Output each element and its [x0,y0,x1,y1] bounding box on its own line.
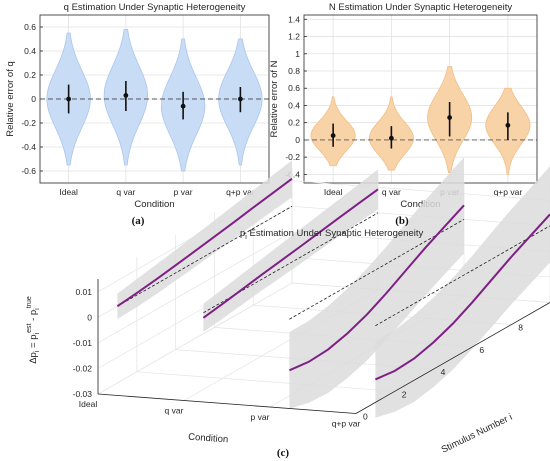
axes-box [303,14,538,184]
median-point [237,96,243,102]
z-axis-label-part: i [34,332,41,334]
axes-box [39,14,270,184]
reference-line [117,205,293,307]
median-point [447,115,453,120]
y-tick-label: 0.4 [24,46,36,56]
confidence-band [117,160,293,320]
x-axis-label: Condition [188,432,229,446]
grid-line-y-floor [136,371,395,392]
reference-line [203,212,379,314]
y-axis-label: Stimulus Number i [440,412,515,456]
x-axis-label: Condition [400,199,440,210]
z-tick-label: 0 [87,312,92,322]
median-point [66,96,72,102]
x-tick-label: p var [174,187,193,197]
y-tick-label: 0.2 [288,118,300,128]
y-tick-label: 0.6 [288,83,300,93]
panel-label-b: (b) [395,215,409,227]
x-axis-label: Condition [134,199,174,210]
x-tick-label: q var [165,406,184,416]
z-axis-label-part: Δp [28,352,39,364]
x-tick-label: q+p var [494,187,523,197]
y-axis-label: Relative error of N [269,60,280,137]
x-axis-line [97,393,357,414]
z-axis-label-part: true [26,296,33,308]
chart-title-part: Estimation Under Synaptic Heterogeneity [247,228,424,239]
median-point [388,135,394,141]
grid-line-x-floor [97,282,293,395]
x-tick-label: q var [382,187,401,197]
median-point [505,122,511,128]
confidence-band [203,169,378,332]
x-tick-label: Ideal [324,187,343,197]
x-tick-label: q+p var [332,419,361,429]
x-tick-label: q+p var [226,187,255,197]
y-tick-label: 0 [363,412,368,422]
y-tick-label: 0 [295,135,300,145]
y-tick-label: 0.4 [288,100,300,110]
chart-title: q Estimation Under Synaptic Heterogeneit… [64,2,246,13]
median-point [123,93,129,98]
x-tick-label: q var [116,187,135,197]
y-tick-label: -0.6 [21,166,36,176]
y-tick-label: 4 [441,367,446,377]
y-tick-label: -0.2 [21,118,36,128]
y-tick-label: 0.6 [24,22,36,32]
panel-label-c: (c) [277,447,290,459]
mean-line [116,177,293,308]
y-tick-label: 0.2 [24,70,36,80]
y-tick-label: 2 [402,389,407,399]
z-tick-label: -0.02 [73,363,93,373]
chart-title-part: i [245,234,247,241]
y-tick-label: 1 [295,49,300,59]
x-tick-label: p var [251,412,270,422]
reference-line [375,225,550,327]
median-point [180,103,186,109]
z-axis-label-part: est [26,324,33,333]
grid-line-z-side [97,231,293,344]
chart-title: N Estimation Under Synaptic Heterogeneit… [329,2,512,13]
z-tick-label: -0.03 [73,389,93,399]
chart-title: pi Estimation Under Synaptic Heterogenei… [240,228,423,241]
grid-line-z-back [291,180,550,201]
z-axis-label-part: = p [28,334,39,350]
x-tick-label: Ideal [59,187,78,197]
y-axis-line [355,302,550,414]
y-axis-label: Relative error of q [5,61,16,137]
y-tick-label: 8 [518,323,523,333]
z-axis-label-part: - p [28,310,39,324]
panel-label-a: (a) [132,215,145,227]
y-tick-label: 1.4 [288,14,300,24]
y-tick-label: -0.2 [285,152,300,162]
y-tick-label: 0 [31,94,36,104]
chart-title-part: p [240,228,245,239]
mean-line [288,204,465,372]
z-tick-label: 0.01 [75,287,92,297]
z-tick-label: -0.01 [73,338,93,348]
median-point [330,133,336,139]
mean-line [374,213,550,381]
y-tick-label: 0.8 [288,66,300,76]
y-tick-label: 1.2 [288,32,300,42]
z-axis-label-part: i [34,308,41,310]
z-axis-label: Δpi = piest - pitrue [26,296,41,364]
mean-line [202,188,379,319]
z-axis-label-part: i [34,350,41,352]
y-tick-label: -0.4 [21,142,36,152]
x-tick-label: Ideal [79,399,98,409]
y-tick-label: -0.4 [285,169,300,179]
panel-a: -0.6 -0.4 -0.2 0 0.2 0.4 0.6 Ideal q var p var q+p… [5,2,270,210]
y-tick-label: 6 [479,345,484,355]
